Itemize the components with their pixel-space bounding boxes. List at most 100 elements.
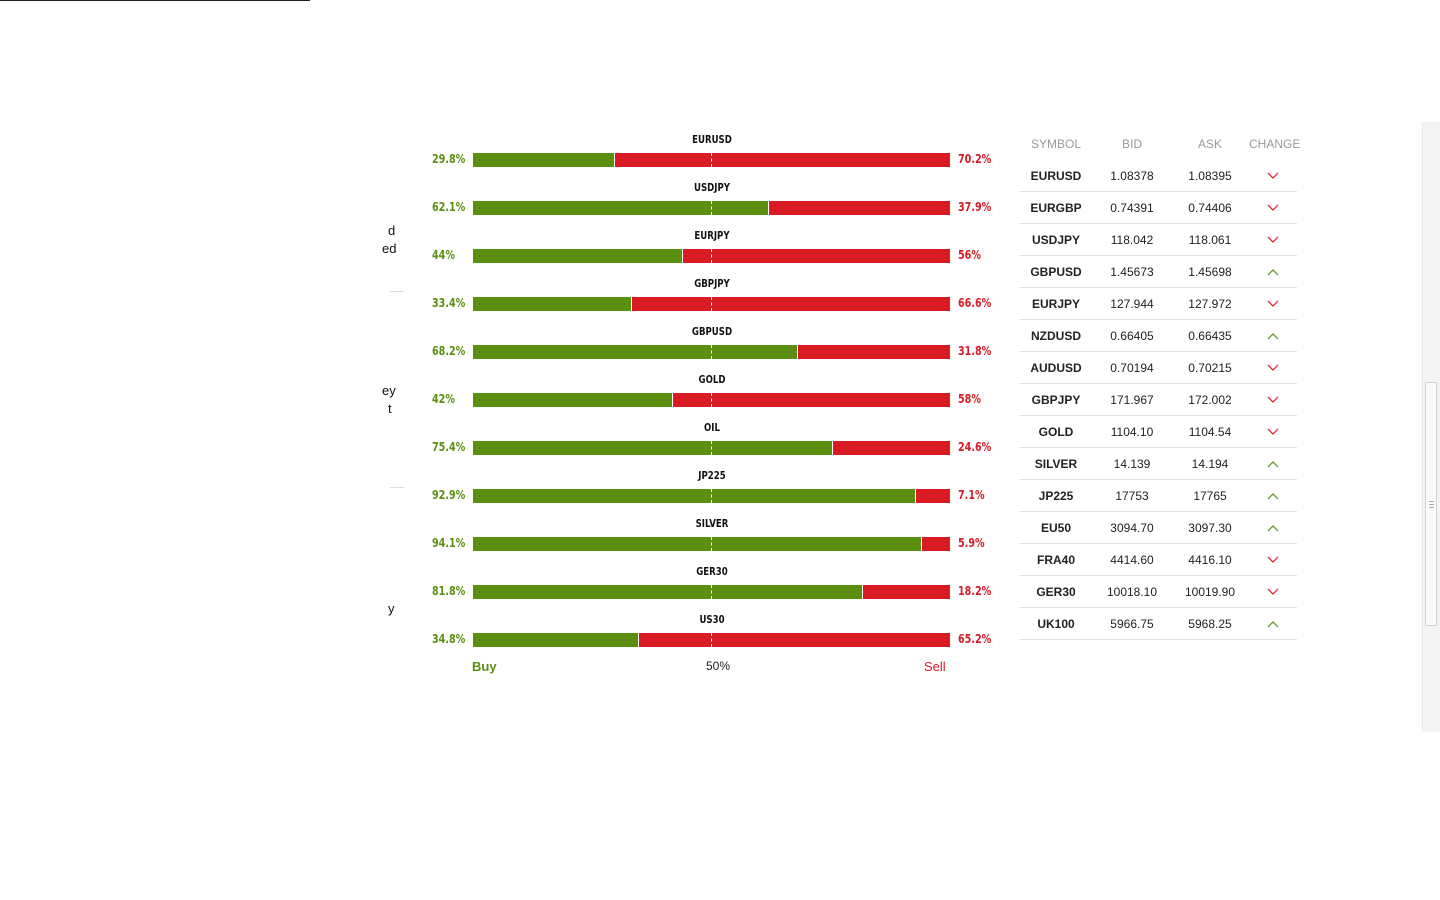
quote-symbol: GBPJPY: [1031, 392, 1081, 407]
quote-change: [1249, 585, 1297, 599]
sentiment-bar: [473, 345, 950, 359]
legend-mid-label: 50%: [706, 659, 731, 673]
quote-change: [1249, 265, 1297, 279]
sentiment-row: JP225 92.9% 7.1%: [430, 466, 995, 514]
quote-row[interactable]: FRA40 4414.60 4416.10: [1019, 544, 1297, 576]
sentiment-symbol: USDJPY: [694, 181, 730, 194]
quote-row[interactable]: EU50 3094.70 3097.30: [1019, 512, 1297, 544]
quote-symbol: NZDUSD: [1031, 328, 1081, 343]
quote-change: [1249, 393, 1297, 407]
sell-percentage: 31.8%: [958, 344, 992, 358]
sell-percentage: 66.6%: [958, 296, 992, 310]
quote-change: [1249, 297, 1297, 311]
buy-percentage: 44%: [432, 248, 455, 262]
sentiment-bar: [473, 441, 950, 455]
chevron-down-icon: [1267, 393, 1279, 403]
quote-ask: 1.08395: [1188, 168, 1232, 183]
buy-percentage: 29.8%: [432, 152, 466, 166]
quote-bid: 10018.10: [1106, 584, 1158, 599]
quote-change: [1249, 201, 1297, 215]
quote-change: [1249, 233, 1297, 247]
header-bid: BID: [1121, 137, 1142, 151]
clipped-text-fragment: t: [388, 401, 392, 416]
quote-row[interactable]: EURJPY 127.944 127.972: [1019, 288, 1297, 320]
quote-symbol: FRA40: [1036, 552, 1075, 567]
quote-row[interactable]: USDJPY 118.042 118.061: [1019, 224, 1297, 256]
quote-change: [1249, 521, 1297, 535]
quote-row[interactable]: SILVER 14.139 14.194: [1019, 448, 1297, 480]
sentiment-row: USDJPY 62.1% 37.9%: [430, 178, 995, 226]
quote-ask: 4416.10: [1188, 552, 1232, 567]
quote-bid: 1.45673: [1110, 264, 1154, 279]
quote-ask: 3097.30: [1188, 520, 1232, 535]
buy-percentage: 94.1%: [432, 536, 466, 550]
chevron-down-icon: [1267, 553, 1279, 563]
sentiment-symbol: GBPUSD: [691, 325, 733, 338]
quotes-rows: EURUSD 1.08378 1.08395 EURGBP 0.74391 0.74406…: [1019, 160, 1297, 640]
quote-ask: 17765: [1193, 488, 1227, 503]
quote-row[interactable]: GBPJPY 171.967 172.002: [1019, 384, 1297, 416]
fifty-percent-marker: [711, 153, 712, 167]
fifty-percent-marker: [711, 201, 712, 215]
quote-symbol: GBPUSD: [1030, 264, 1082, 279]
sentiment-symbol: EURJPY: [694, 229, 730, 242]
scrollbar-track[interactable]: [1422, 122, 1440, 732]
quote-ask: 0.70215: [1188, 360, 1232, 375]
quote-symbol: EU50: [1040, 520, 1072, 535]
sentiment-bar-buy-fill: [473, 489, 917, 503]
quote-change: [1249, 169, 1297, 183]
header-change: CHANGE: [1249, 137, 1301, 151]
legend-buy-label: Buy: [472, 659, 497, 674]
fifty-percent-marker: [711, 393, 712, 407]
quote-row[interactable]: EURGBP 0.74391 0.74406: [1019, 192, 1297, 224]
sentiment-widget: EURUSD 29.8% 70.2% USDJPY 62.1% 37.9% EURJPY 44…: [430, 130, 995, 678]
quote-row[interactable]: GER30 10018.10 10019.90: [1019, 576, 1297, 608]
quote-change: [1249, 457, 1297, 471]
sentiment-bar-buy-fill: [473, 249, 683, 263]
sentiment-bar-buy-fill: [473, 585, 864, 599]
buy-percentage: 62.1%: [432, 200, 466, 214]
chevron-down-icon: [1267, 169, 1279, 179]
quote-bid: 0.70194: [1110, 360, 1154, 375]
quote-ask: 1.45698: [1188, 264, 1232, 279]
quote-row[interactable]: GBPUSD 1.45673 1.45698: [1019, 256, 1297, 288]
quote-bid: 4414.60: [1110, 552, 1154, 567]
chevron-down-icon: [1267, 297, 1279, 307]
quote-row[interactable]: NZDUSD 0.66405 0.66435: [1019, 320, 1297, 352]
chevron-up-icon: [1267, 521, 1279, 531]
sentiment-bar: [473, 489, 950, 503]
scrollbar-grip: [1429, 507, 1434, 508]
header-ask: ASK: [1197, 137, 1222, 151]
quote-row[interactable]: AUDUSD 0.70194 0.70215: [1019, 352, 1297, 384]
quote-change: [1249, 489, 1297, 503]
quote-ask: 5968.25: [1188, 616, 1232, 631]
quote-row[interactable]: GOLD 1104.10 1104.54: [1019, 416, 1297, 448]
quote-ask: 14.194: [1191, 456, 1229, 471]
chevron-down-icon: [1267, 233, 1279, 243]
header-symbol: SYMBOL: [1030, 137, 1081, 151]
quote-bid: 17753: [1115, 488, 1149, 503]
buy-percentage: 42%: [432, 392, 455, 406]
chevron-down-icon: [1267, 361, 1279, 371]
quote-ask: 118.061: [1188, 232, 1232, 247]
scrollbar-thumb[interactable]: [1425, 382, 1437, 626]
sell-percentage: 7.1%: [958, 488, 985, 502]
chevron-up-icon: [1267, 329, 1279, 339]
quote-bid: 5966.75: [1110, 616, 1154, 631]
sentiment-symbol: GOLD: [698, 373, 726, 386]
quote-symbol: AUDUSD: [1030, 360, 1082, 375]
quote-row[interactable]: EURUSD 1.08378 1.08395: [1019, 160, 1297, 192]
sentiment-bar-buy-fill: [473, 633, 639, 647]
sentiment-symbol: US30: [699, 613, 725, 626]
sentiment-row: SILVER 94.1% 5.9%: [430, 514, 995, 562]
sentiment-row: GER30 81.8% 18.2%: [430, 562, 995, 610]
quote-symbol: GOLD: [1038, 424, 1074, 439]
quote-row[interactable]: UK100 5966.75 5968.25: [1019, 608, 1297, 640]
quote-change: [1249, 425, 1297, 439]
sentiment-bar-buy-fill: [473, 393, 674, 407]
clipped-text-fragment: d: [388, 223, 396, 238]
sentiment-bar: [473, 153, 950, 167]
quote-bid: 1104.10: [1110, 424, 1154, 439]
quote-ask: 0.66435: [1188, 328, 1232, 343]
quote-row[interactable]: JP225 17753 17765: [1019, 480, 1297, 512]
